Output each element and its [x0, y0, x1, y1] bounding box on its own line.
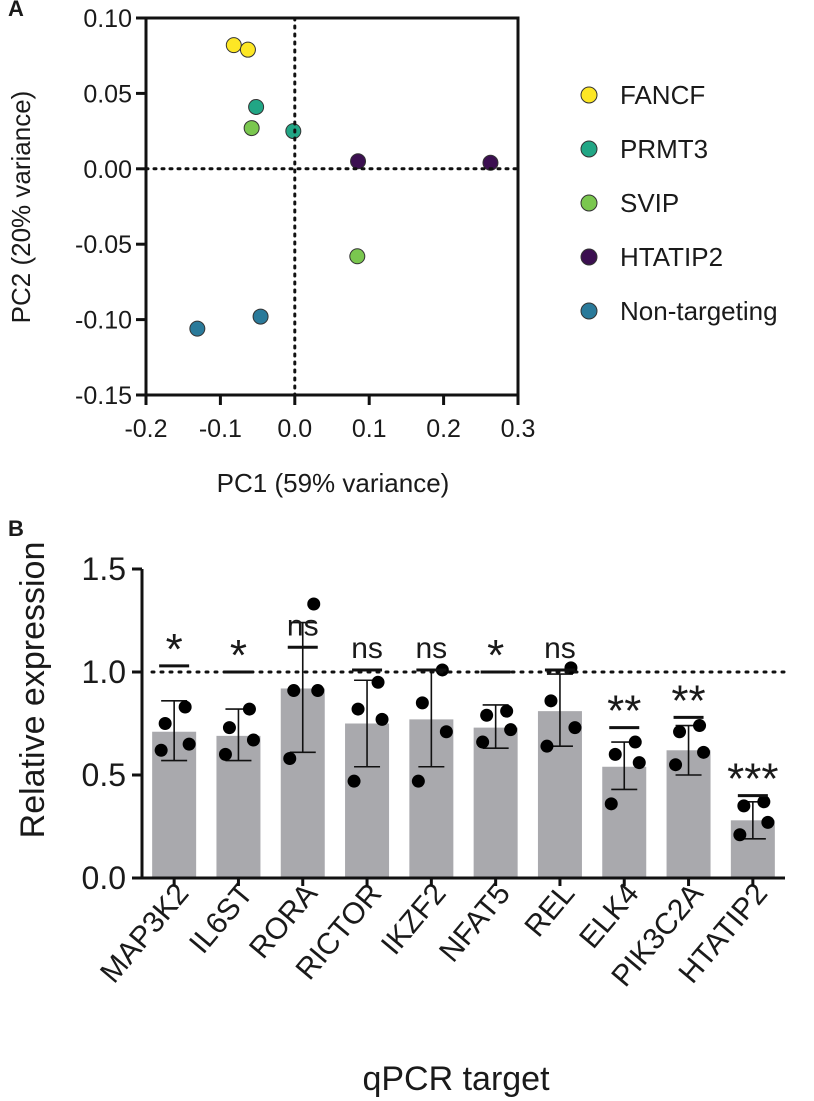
y-tick-label: 0.05 [83, 80, 132, 108]
replicate-point-ikzf2 [415, 696, 429, 710]
x-tick-label: 0.2 [426, 415, 461, 443]
point-htatip2 [350, 153, 367, 170]
replicate-point-il6st [246, 733, 260, 747]
category-label-nfat5: NFAT5 [433, 877, 517, 968]
y-tick-label-b: 1.5 [82, 551, 126, 587]
significance-label-ikzf2: ns [416, 632, 448, 665]
bar-nfat5 [473, 727, 518, 878]
y-tick-label: 0.10 [83, 5, 132, 33]
significance-label-elk4: ** [607, 687, 641, 736]
replicate-point-rictor [347, 774, 361, 788]
x-tick-label: 0.1 [352, 415, 387, 443]
replicate-point-rora [307, 597, 321, 611]
replicate-point-il6st [218, 747, 232, 761]
replicate-point-il6st [242, 702, 256, 716]
plot-frame [144, 16, 520, 397]
legend-marker-htatip2 [580, 248, 598, 266]
replicate-point-pik3c2a [673, 725, 687, 739]
y-tick-label-b: 1.0 [82, 654, 126, 690]
replicate-point-rictor [351, 702, 365, 716]
legend-label-svip: SVIP [620, 188, 679, 218]
point-fancf [225, 37, 242, 54]
replicate-point-rora [311, 684, 325, 698]
y-tick-label-b: 0.5 [82, 757, 126, 793]
point-prmt3 [248, 98, 265, 115]
replicate-point-ikzf2 [439, 725, 453, 739]
x-tick-label: 0.0 [277, 415, 312, 443]
y-tick-label: 0.00 [83, 156, 132, 184]
legend: FANCF PRMT3 SVIP HTATIP2 Non-targeting [580, 80, 778, 326]
replicate-point-elk4 [604, 797, 618, 811]
x-tick-label: 0.3 [501, 415, 536, 443]
replicate-point-elk4 [628, 735, 642, 749]
significance-label-map3k2: * [166, 625, 183, 674]
replicate-point-map3k2 [182, 737, 196, 751]
legend-marker-fancf [580, 86, 598, 104]
replicate-point-map3k2 [158, 717, 172, 730]
replicate-point-htatip2 [757, 795, 771, 809]
significance-label-rora: ns [287, 609, 319, 642]
significance-label-il6st: * [230, 631, 247, 680]
x-tick-label: -0.1 [199, 415, 242, 443]
y-tick-label: -0.15 [75, 382, 132, 410]
point-non-targeting [189, 320, 206, 337]
replicate-point-htatip2 [737, 799, 751, 813]
legend-label-htatip2: HTATIP2 [620, 242, 723, 272]
legend-marker-non-targeting [580, 302, 598, 320]
replicate-point-rictor [375, 712, 389, 726]
x-axis-title-b: qPCR target [362, 1060, 550, 1098]
replicate-point-pik3c2a [697, 745, 711, 759]
legend-marker-prmt3 [580, 140, 598, 158]
y-tick-label: -0.05 [75, 231, 132, 259]
pca-scatter-panel: A -0.2 -0.1 0.0 0.1 0.2 0.3 -0.15 -0.10 -0.05 0.0… [6, 0, 778, 498]
significance-label-rel: ns [544, 632, 576, 665]
replicate-point-htatip2 [761, 815, 775, 829]
replicate-point-nfat5 [504, 723, 518, 737]
significance-label-rictor: ns [351, 632, 383, 665]
replicate-point-nfat5 [480, 708, 494, 722]
significance-label-htatip2: *** [727, 755, 778, 804]
replicate-point-il6st [222, 721, 236, 735]
point-non-targeting [252, 308, 269, 325]
y-axis-title: PC2 (20% variance) [6, 91, 36, 324]
replicate-point-nfat5 [500, 704, 514, 718]
replicate-point-nfat5 [476, 735, 490, 749]
point-svip [243, 120, 260, 137]
legend-label-fancf: FANCF [620, 80, 705, 110]
x-axis-title: PC1 (59% variance) [217, 468, 450, 498]
panel-label-a: A [8, 0, 24, 21]
legend-label-prmt3: PRMT3 [620, 134, 708, 164]
replicate-point-rora [287, 684, 301, 698]
x-tick-label: -0.2 [124, 415, 167, 443]
replicate-point-ikzf2 [411, 774, 425, 788]
replicate-point-elk4 [608, 747, 622, 761]
legend-label-non-targeting: Non-targeting [620, 296, 778, 326]
replicate-point-rel [544, 694, 558, 708]
y-tick-label: -0.10 [75, 307, 132, 335]
replicate-point-map3k2 [154, 743, 168, 757]
legend-marker-svip [580, 194, 598, 212]
replicate-point-rel [568, 721, 582, 735]
replicate-point-htatip2 [733, 828, 747, 842]
replicate-point-map3k2 [178, 700, 192, 714]
replicate-point-pik3c2a [693, 719, 707, 733]
replicate-point-rictor [371, 675, 385, 689]
significance-label-nfat5: * [487, 631, 504, 680]
replicate-point-elk4 [632, 756, 646, 770]
replicate-point-rel [540, 739, 554, 753]
replicate-point-pik3c2a [669, 758, 683, 772]
y-tick-label-b: 0.0 [82, 860, 126, 896]
significance-label-pik3c2a: ** [671, 676, 705, 725]
category-label-rel: REL [519, 877, 582, 943]
point-fancf [239, 41, 256, 58]
point-svip [349, 248, 366, 265]
replicate-point-rora [283, 752, 297, 766]
y-axis-title-b: Relative expression [14, 542, 52, 839]
panel-label-b: B [8, 516, 24, 541]
